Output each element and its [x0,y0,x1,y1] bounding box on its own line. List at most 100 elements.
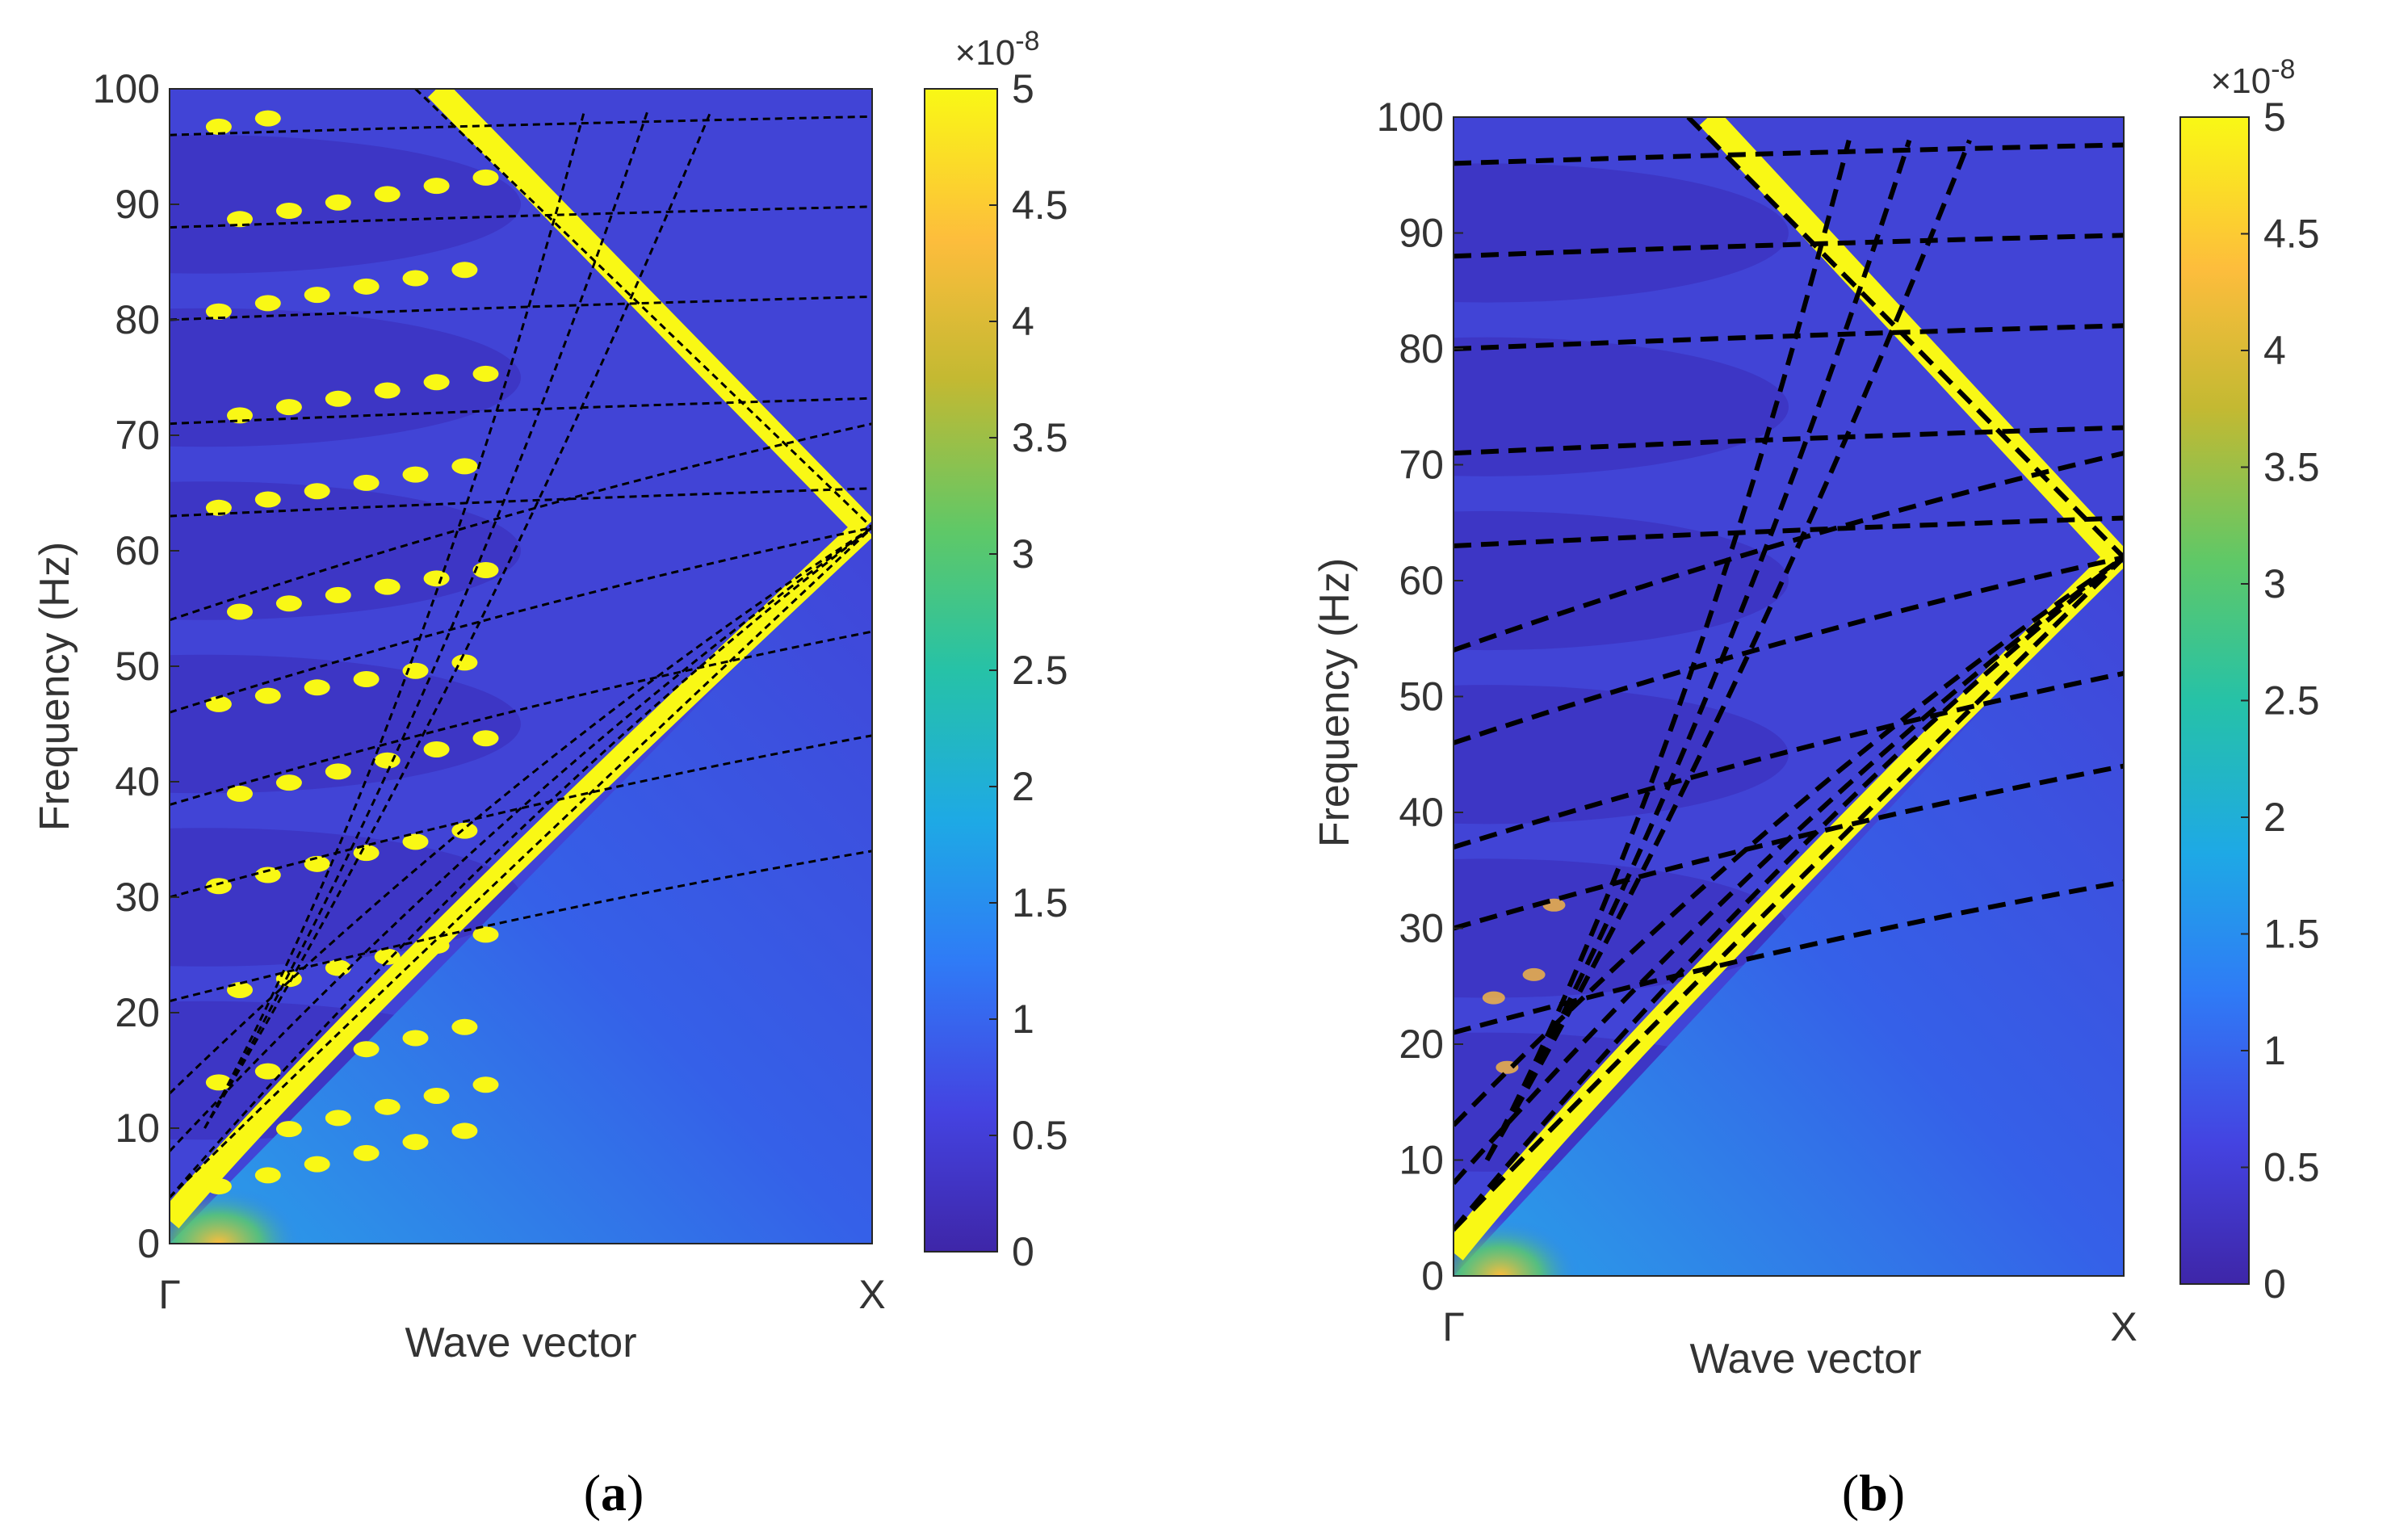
axes-a: 0 10 20 30 40 50 60 70 80 90 100 [93,66,873,1266]
dispersion-curve [170,734,872,899]
resonance-spot [205,1074,232,1091]
dispersion-curve [170,487,872,518]
resonance-spot [402,1134,429,1151]
band-shade [170,654,521,794]
ytick-label: 20 [1399,1022,1444,1067]
cbar-tick-label: 3.5 [2263,445,2320,490]
resonance-spot [275,203,302,220]
lower-region [1454,557,2124,1276]
band-shade [170,308,521,447]
ytick-label: 10 [115,1106,160,1151]
dispersion-curve-steep [1484,139,1852,1161]
dispersion-curve [1454,555,2124,1232]
ytick-label: 40 [115,759,160,804]
colorbar-b: 00.511.522.533.544.55×10-8 [2179,54,2320,1307]
dispersion-curve-steep [203,111,712,1129]
cbar-tick-label: 2.5 [2263,678,2320,724]
resonance-spot [254,295,281,312]
resonance-spot [472,730,499,747]
dispersion-curve [170,630,872,807]
dispersion-curve [170,527,872,1198]
resonance-spot [451,1122,478,1139]
resonance-spot [472,562,499,579]
dispersion-curve-sound [1454,556,2124,1232]
bright-band-upper [427,89,872,536]
band-shade [1454,337,1789,476]
ytick-label: 80 [1399,326,1444,371]
xtick-x-b: X [2110,1304,2137,1349]
resonance-spot [275,595,302,612]
resonance-spot [205,303,232,320]
dispersion-curve [1454,763,2124,931]
resonance-spot [423,741,450,757]
resonance-spot [353,1041,380,1058]
resonance-spot [254,1063,281,1080]
dispersion-curve [1454,233,2124,259]
dispersion-curve [1454,142,2124,166]
dispersion-curve [1454,425,2124,456]
ytick-label: 60 [115,528,160,573]
xtick-gamma-a: Γ [158,1272,181,1317]
resonance-spot [325,586,351,603]
resonance-spot [254,867,281,883]
cbar-tick-label: 2.5 [1012,648,1068,693]
dispersion-curve [1454,670,2124,850]
dispersion-curve [170,527,872,1152]
cbar-tick-label: 0.5 [2263,1145,2320,1190]
resonance-spot [304,1051,330,1068]
resonance-spot [254,110,281,127]
cbar-exponent-power: -8 [2271,54,2295,85]
ytick-label: 0 [137,1221,160,1266]
resonance-spot [423,1087,450,1104]
dispersion-curve [1454,515,2124,548]
dispersion-curve [170,526,872,714]
ytick-label: 50 [115,644,160,689]
resonance-spot [423,178,450,195]
dispersion-curve-folded [414,89,872,529]
ytick-label: 70 [1399,443,1444,488]
ytick-label: 90 [1399,211,1444,256]
cbar-tick-label: 4 [1012,299,1034,344]
axes-b: 0 10 20 30 40 50 60 70 80 90 100 [1377,94,2125,1299]
resonance-spot [304,483,330,500]
cbar-exponent-power: -8 [1015,26,1039,57]
ytick-label: 10 [1399,1138,1444,1183]
ytick-label: 90 [115,182,160,227]
resonance-spot [304,287,330,304]
resonance-spot [451,458,478,475]
ytick-label: 70 [115,413,160,458]
ytick-label: 30 [1399,906,1444,951]
resonance-spot [472,926,499,943]
heatmap-b [1454,117,2124,1276]
resonance-spot [254,491,281,508]
ytick-label: 60 [1399,558,1444,603]
resonance-spot [205,118,232,135]
cbar-tick-label: 4.5 [2263,212,2320,257]
resonance-spot [227,981,253,998]
resonance-spot [227,785,253,802]
cbar-tick-label: 4 [2263,328,2286,373]
xtick-x-a: X [858,1272,885,1317]
cbar-tick-label: 1.5 [1012,880,1068,925]
colorbar-fill [924,88,998,1253]
colorbar-fill [2179,116,2250,1285]
resonance-spot [353,845,380,862]
dispersion-curve [170,295,872,321]
cbar-tick-label: 0 [1012,1229,1034,1274]
dispersion-curve [170,422,872,622]
ytick-label: 40 [1399,790,1444,835]
band-shade [1454,685,1789,825]
resonance-spot [275,774,302,791]
colorbar-a: 0 0.5 1 1.5 2 2.5 3 3.5 4 4.5 5×10-8 [924,26,1068,1274]
resonance-spot [254,687,281,704]
resonance-spot [353,1144,380,1161]
resonance-spot [227,1131,253,1148]
cbar-tick-label: 5 [1012,66,1034,111]
resonance-spot [402,662,429,679]
resonance-spot [275,1121,302,1138]
ytick-label: 100 [1377,94,1444,140]
resonance-spot [227,603,253,620]
ytick-label: 50 [1399,674,1444,720]
